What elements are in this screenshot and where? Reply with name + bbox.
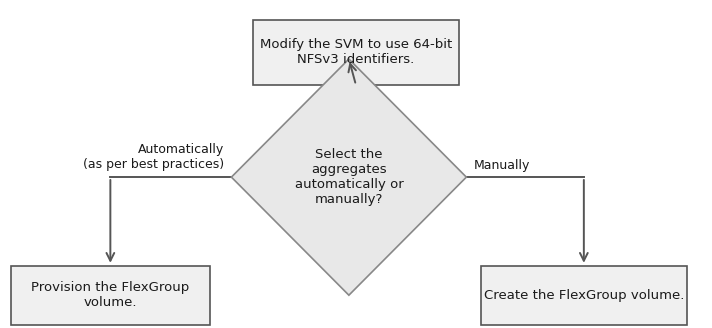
Text: Provision the FlexGroup
volume.: Provision the FlexGroup volume. — [31, 281, 189, 309]
Polygon shape — [231, 59, 466, 295]
Text: Manually: Manually — [473, 159, 530, 172]
Text: Automatically
(as per best practices): Automatically (as per best practices) — [83, 143, 224, 171]
Text: Create the FlexGroup volume.: Create the FlexGroup volume. — [483, 289, 684, 302]
Text: Select the
aggregates
automatically or
manually?: Select the aggregates automatically or m… — [295, 148, 403, 206]
Text: Modify the SVM to use 64-bit
NFSv3 identifiers.: Modify the SVM to use 64-bit NFSv3 ident… — [260, 38, 452, 67]
FancyBboxPatch shape — [11, 266, 210, 325]
FancyBboxPatch shape — [253, 20, 459, 85]
FancyBboxPatch shape — [481, 266, 687, 325]
